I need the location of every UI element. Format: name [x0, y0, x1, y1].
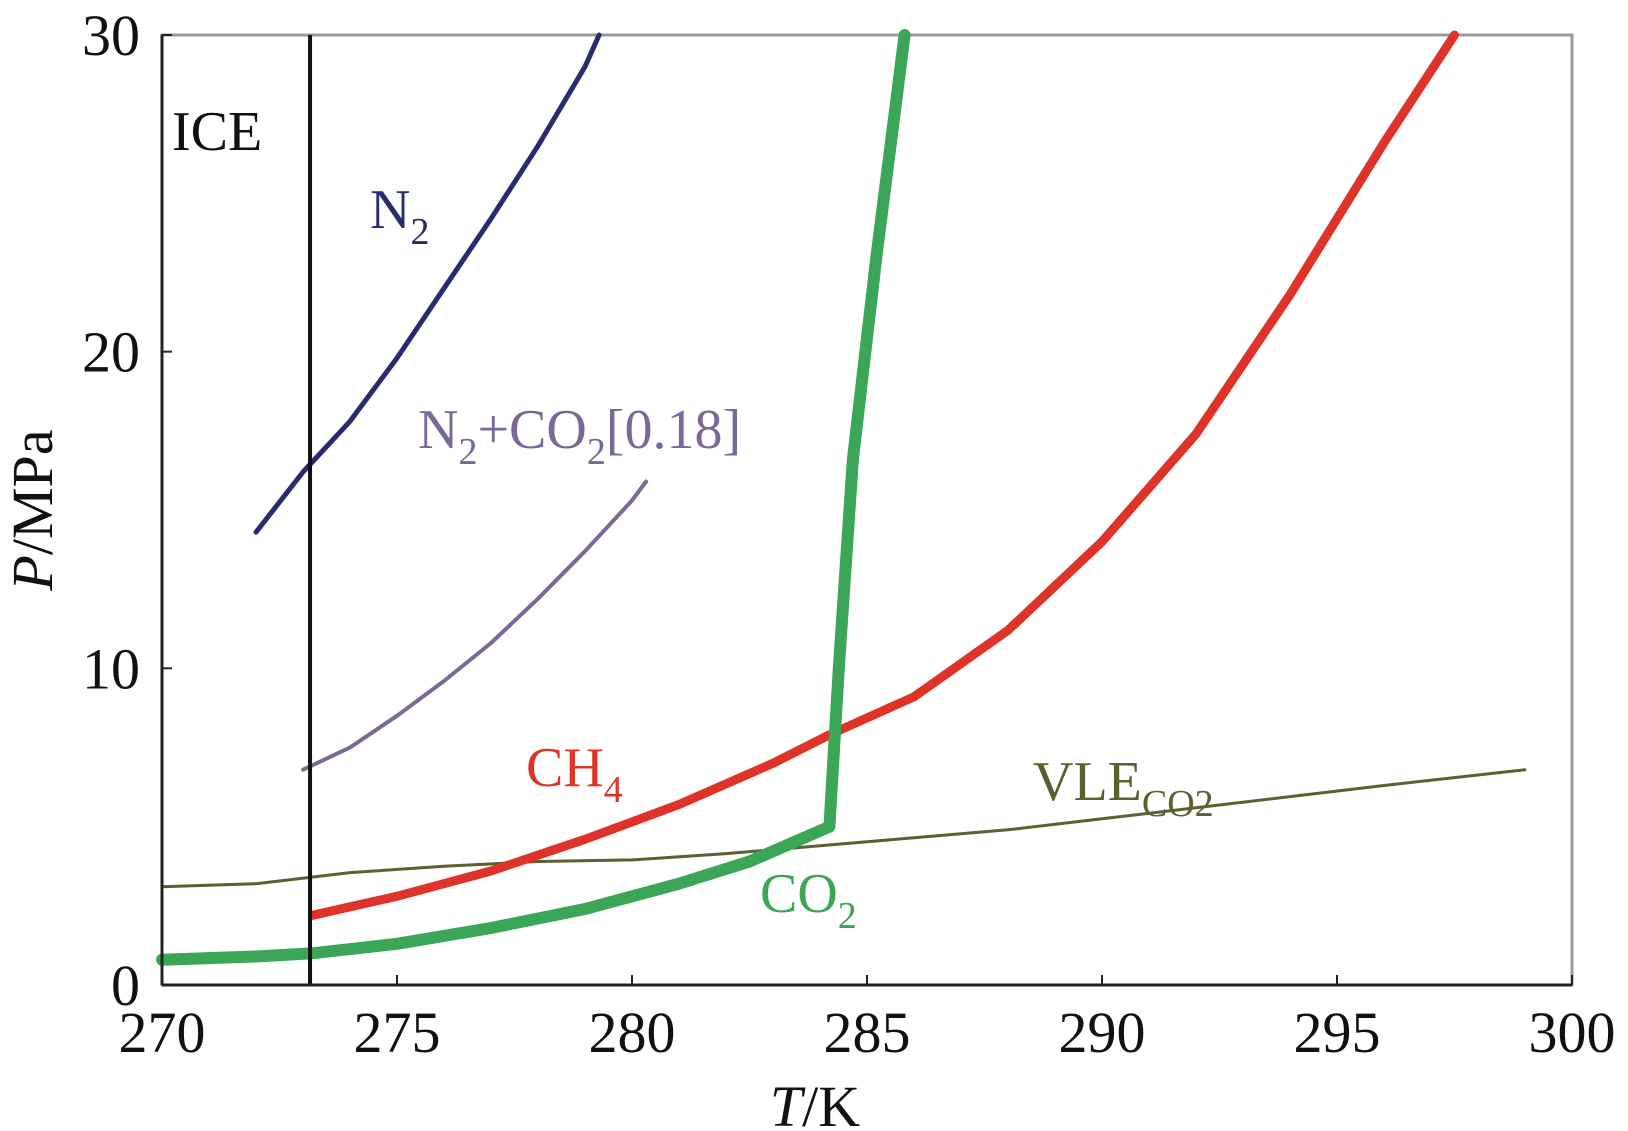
- x-tick-label: 300: [1529, 1000, 1616, 1065]
- series-label-ch4: CH4: [526, 737, 623, 811]
- series-line-co2: [156, 29, 911, 966]
- series-label-co2: CO2: [760, 863, 857, 937]
- y-axis-title: P/MPa: [0, 429, 65, 591]
- x-tick-label: 285: [824, 1000, 911, 1065]
- x-tick-label: 295: [1294, 1000, 1381, 1065]
- y-tick-label: 30: [82, 3, 140, 68]
- axis-titles: T/K P/MPa: [0, 429, 860, 1131]
- series-label-vle-co2: VLECO2: [1033, 751, 1214, 825]
- series-label-n2-co2-0-18: N2+CO2[0.18]: [418, 399, 741, 473]
- y-tick-label: 10: [82, 636, 140, 701]
- axes-layer: 270 275 280 285 290 295 300 0 10 20 30: [82, 3, 1616, 1065]
- x-tick-label: 280: [589, 1000, 676, 1065]
- x-tick-label: 270: [119, 1000, 206, 1065]
- x-axis-title: T/K: [770, 1074, 860, 1131]
- x-tick-label: 290: [1059, 1000, 1146, 1065]
- series-layer: [156, 29, 1527, 985]
- series-line-n2-co2-0-18: [301, 479, 649, 772]
- ice-label: ICE: [172, 101, 262, 163]
- x-tick-label: 275: [354, 1000, 441, 1065]
- series-line-ch4: [307, 30, 1459, 920]
- series-label-n2: N2: [370, 179, 429, 253]
- series-line-vle-co2: [160, 768, 1527, 889]
- series-labels: ICE N2 N2+CO2[0.18] CH4 CO2 VLECO2: [172, 101, 1214, 937]
- y-tick-label: 20: [82, 320, 140, 385]
- series-line-n2: [253, 32, 602, 535]
- y-tick-label: 0: [111, 953, 140, 1018]
